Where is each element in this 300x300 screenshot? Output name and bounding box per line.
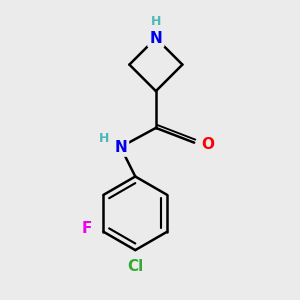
Text: O: O	[201, 136, 214, 152]
Text: H: H	[99, 132, 110, 145]
Text: H: H	[151, 15, 161, 28]
Text: N: N	[149, 31, 162, 46]
Text: F: F	[82, 221, 92, 236]
Text: Cl: Cl	[127, 259, 143, 274]
Text: N: N	[114, 140, 127, 154]
